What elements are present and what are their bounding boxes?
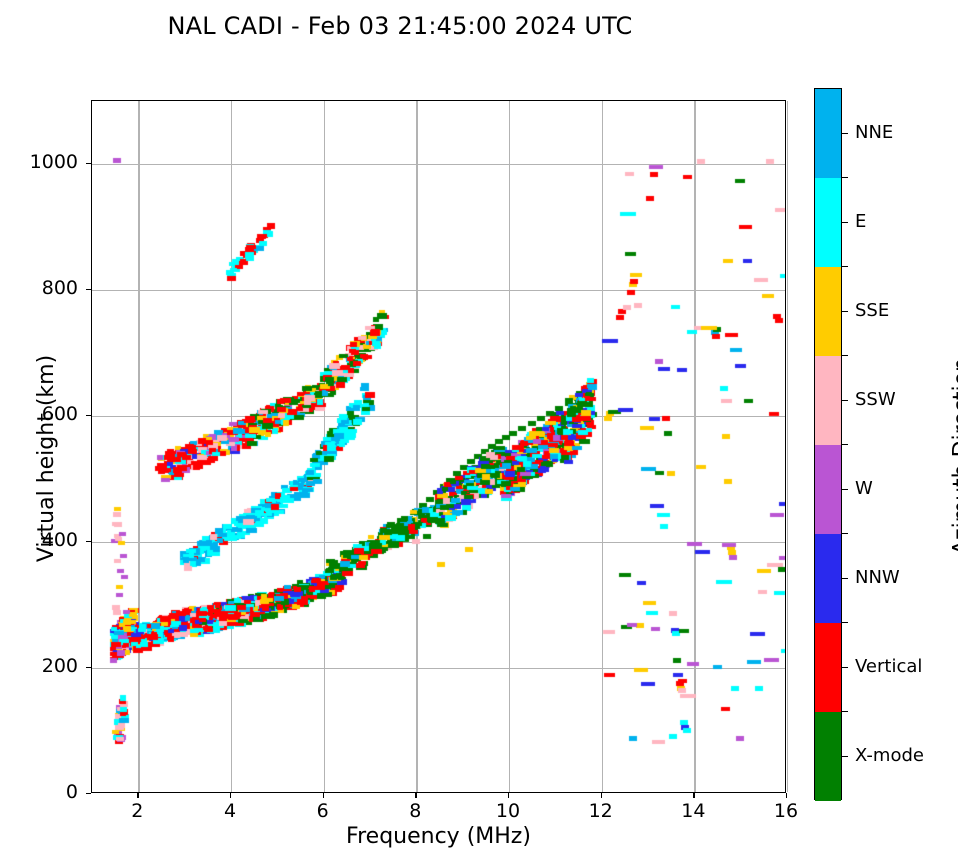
- colorbar-band-vertical: [815, 623, 841, 712]
- colorbar-tick-sse: [842, 310, 848, 312]
- colorbar-boundary-tick-2: [842, 266, 848, 268]
- y-tick-label-200: 200: [41, 655, 78, 677]
- y-tick-400: [86, 541, 91, 543]
- colorbar-band-nnw: [815, 534, 841, 623]
- colorbar-boundary-tick-4: [842, 444, 848, 446]
- x-tick-4: [230, 793, 232, 798]
- x-tick-label-2: 2: [131, 800, 144, 822]
- x-tick-label-4: 4: [223, 800, 237, 822]
- y-tick-label-1000: 1000: [29, 151, 78, 173]
- colorbar-label-sse: SSE: [855, 299, 890, 321]
- y-tick-0: [86, 793, 91, 795]
- data-layer: [92, 101, 785, 792]
- colorbar-label-nne: NNE: [855, 121, 894, 143]
- x-tick-14: [693, 793, 695, 798]
- y-tick-label-400: 400: [41, 529, 78, 551]
- y-tick-200: [86, 667, 91, 669]
- colorbar-boundary-tick-5: [842, 533, 848, 535]
- x-tick-6: [322, 793, 324, 798]
- colorbar-tick-w: [842, 488, 848, 490]
- x-tick-2: [137, 793, 139, 798]
- y-tick-label-800: 800: [41, 277, 78, 299]
- gridline-x-16: [787, 101, 789, 792]
- x-tick-8: [415, 793, 417, 798]
- y-tick-label-600: 600: [41, 403, 78, 425]
- colorbar-label-w: W: [855, 477, 873, 499]
- x-tick-label-14: 14: [681, 800, 706, 822]
- colorbar-boundary-tick-6: [842, 622, 848, 624]
- colorbar-label-ssw: SSW: [855, 388, 896, 410]
- y-tick-1000: [86, 163, 91, 165]
- y-tick-label-0: 0: [65, 781, 78, 803]
- colorbar-label-nnw: NNW: [855, 566, 900, 588]
- colorbar-band-nne: [815, 89, 841, 178]
- colorbar-tick-nnw: [842, 577, 848, 579]
- colorbar-band-w: [815, 445, 841, 534]
- colorbar-label-vertical: Vertical: [855, 655, 923, 677]
- colorbar-label-e: E: [855, 210, 867, 232]
- colorbar-title: Azimuth Direction: [949, 357, 958, 556]
- colorbar-band-x-mode: [815, 712, 841, 801]
- colorbar-tick-ssw: [842, 399, 848, 401]
- y-tick-800: [86, 289, 91, 291]
- azimuth-colorbar: [814, 88, 842, 801]
- x-axis-title: Frequency (MHz): [346, 824, 531, 849]
- x-tick-12: [600, 793, 602, 798]
- ionogram-plot-area: [91, 100, 789, 793]
- colorbar-boundary-tick-7: [842, 711, 848, 713]
- colorbar-band-e: [815, 178, 841, 267]
- colorbar-tick-vertical: [842, 666, 848, 668]
- x-tick-label-16: 16: [773, 800, 799, 822]
- x-tick-label-8: 8: [409, 800, 422, 822]
- y-tick-600: [86, 415, 91, 417]
- y-axis-title: Virtual height (km): [34, 354, 59, 563]
- x-tick-10: [508, 793, 510, 798]
- colorbar-boundary-tick-3: [842, 355, 848, 357]
- x-tick-label-12: 12: [588, 800, 613, 822]
- chart-title: NAL CADI - Feb 03 21:45:00 2024 UTC: [167, 12, 633, 40]
- x-tick-label-10: 10: [495, 800, 521, 822]
- colorbar-label-x-mode: X-mode: [855, 744, 924, 766]
- colorbar-band-ssw: [815, 356, 841, 445]
- ionogram-scatter-canvas: [92, 101, 785, 792]
- x-tick-16: [786, 793, 788, 798]
- x-tick-label-6: 6: [316, 800, 329, 822]
- colorbar-tick-nne: [842, 132, 848, 134]
- colorbar-tick-e: [842, 221, 848, 223]
- colorbar-band-sse: [815, 267, 841, 356]
- colorbar-tick-x-mode: [842, 755, 848, 757]
- colorbar-boundary-tick-1: [842, 177, 848, 179]
